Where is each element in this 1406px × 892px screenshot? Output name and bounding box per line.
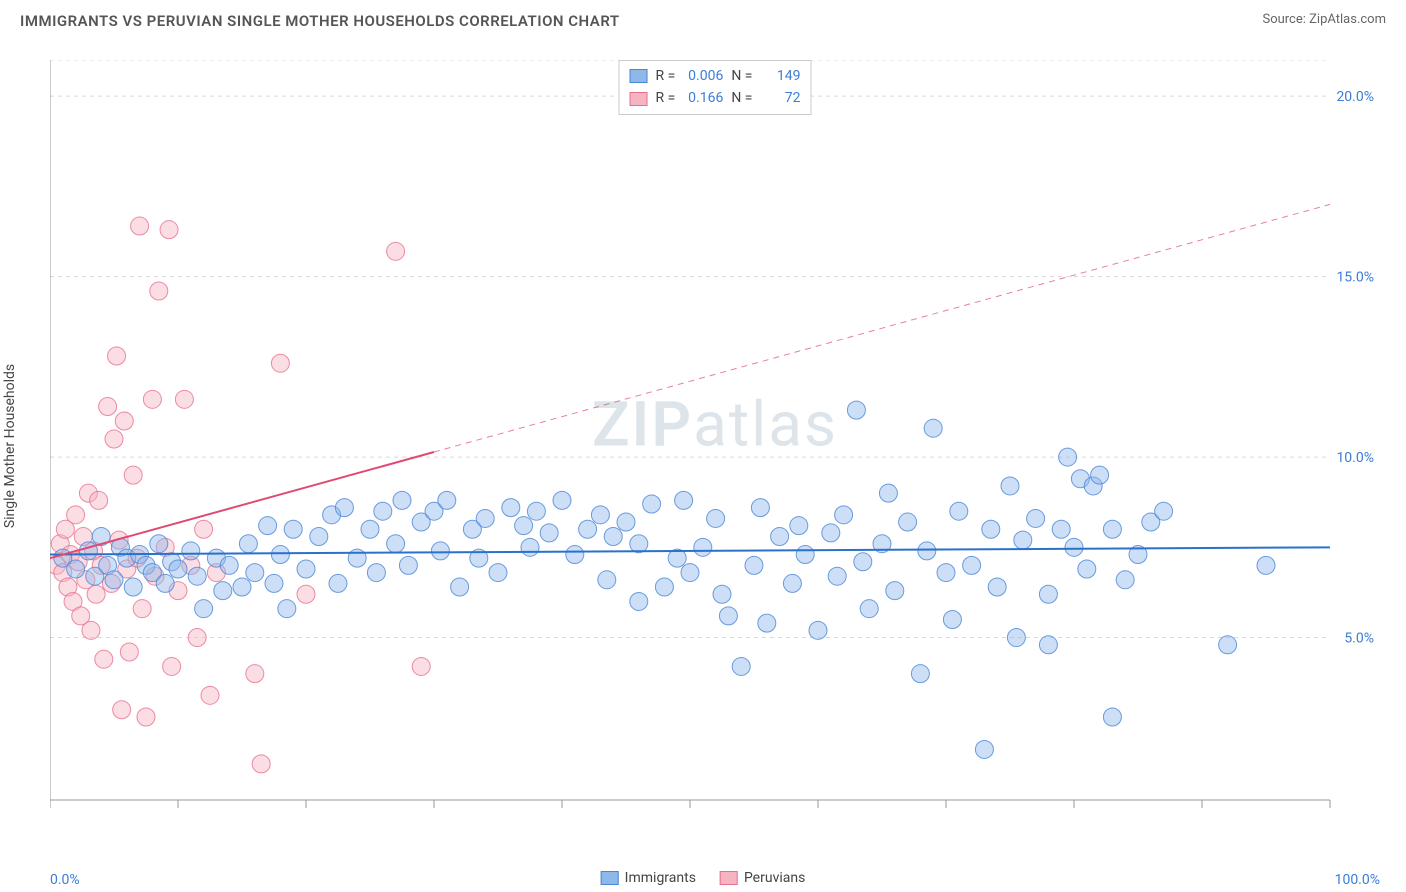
swatch-immigrants (630, 69, 648, 83)
swatch-immigrants-icon (601, 871, 619, 885)
stats-row-immigrants: R = 0.006 N = 149 (630, 65, 801, 87)
n-label: N = (731, 87, 752, 109)
scatter-plot: 5.0% 10.0% 15.0% 20.0% (50, 60, 1380, 820)
svg-text:15.0%: 15.0% (1336, 270, 1374, 286)
chart-title: IMMIGRANTS VS PERUVIAN SINGLE MOTHER HOU… (20, 12, 620, 30)
r-label: R = (656, 87, 676, 109)
y-axis-label: Single Mother Households (2, 364, 18, 528)
svg-text:10.0%: 10.0% (1336, 450, 1374, 466)
r-label: R = (656, 65, 676, 87)
svg-text:5.0%: 5.0% (1344, 631, 1374, 647)
source: Source: ZipAtlas.com (1262, 12, 1386, 30)
legend-item-peruvians: Peruvians (720, 870, 805, 886)
chart-area: 5.0% 10.0% 15.0% 20.0% R = 0.006 N = 149 R … (50, 60, 1380, 820)
source-label: Source: (1262, 12, 1309, 27)
n-label: N = (731, 65, 752, 87)
stats-row-peruvians: R = 0.166 N = 72 (630, 87, 801, 109)
legend-label-immigrants: Immigrants (625, 870, 696, 886)
n-value-peruvians: 72 (760, 87, 800, 109)
x-axis-max: 100.0% (1335, 872, 1380, 888)
swatch-peruvians (630, 92, 648, 106)
swatch-peruvians-icon (720, 871, 738, 885)
svg-text:20.0%: 20.0% (1336, 89, 1374, 105)
source-name: ZipAtlas.com (1309, 12, 1386, 27)
r-value-peruvians: 0.166 (683, 87, 723, 109)
n-value-immigrants: 149 (760, 65, 800, 87)
legend-item-immigrants: Immigrants (601, 870, 696, 886)
legend-label-peruvians: Peruvians (744, 870, 805, 886)
stats-legend: R = 0.006 N = 149 R = 0.166 N = 72 (619, 60, 812, 115)
bottom-legend: Immigrants Peruvians (601, 870, 806, 886)
r-value-immigrants: 0.006 (683, 65, 723, 87)
x-axis-min: 0.0% (50, 872, 80, 888)
